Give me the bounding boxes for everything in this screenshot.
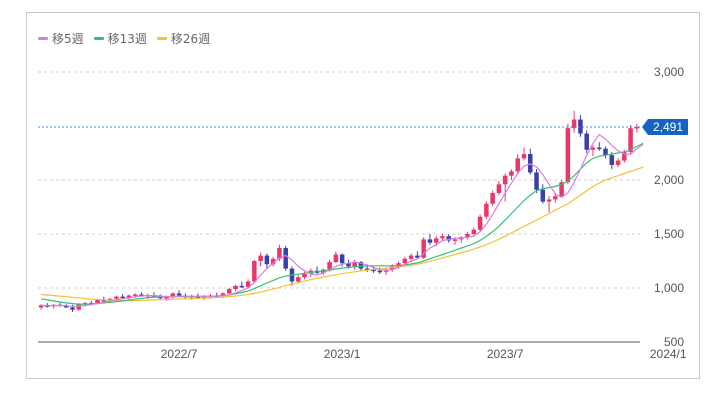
y-axis-labels: 3,000 2,000 1,500 1,000 500 [654,65,684,349]
current-price-label: 2,491 [653,120,683,134]
legend-item-ma26[interactable]: 移26週 [156,30,211,47]
legend-item-ma5[interactable]: 移5週 [38,30,84,47]
ma5-line [41,133,644,308]
moving-average-lines [40,133,644,308]
x-axis-labels: 2022/7 2023/1 2023/7 2024/1 [161,347,687,361]
ma26-line [41,166,644,302]
chart-frame [26,12,700,379]
ma26-swatch-icon [156,37,167,40]
legend-item-ma13[interactable]: 移13週 [93,30,147,47]
chart-legend: 移5週 移13週 移26週 [38,30,210,47]
y-tick-label: 2,000 [654,173,684,187]
x-tick-label: 2022/7 [161,347,198,361]
x-tick-label: 2023/1 [324,347,361,361]
y-tick-label: 3,000 [654,65,684,79]
ma13-line [40,142,644,305]
legend-label-ma13: 移13週 [107,32,147,46]
ma13-swatch-icon [93,37,104,40]
legend-label-ma5: 移5週 [52,32,84,46]
current-price-marker: 2,491 [38,118,688,135]
x-tick-label: 2023/7 [487,347,524,361]
y-tick-label: 1,000 [654,281,684,295]
candles [38,110,640,312]
y-tick-label: 500 [664,335,684,349]
grid-lines [38,71,640,343]
current-price-badge [642,118,688,135]
ma5-swatch-icon [38,37,48,40]
y-tick-label: 1,500 [654,227,684,241]
legend-label-ma26: 移26週 [170,32,211,46]
x-tick-label: 2024/1 [650,347,687,361]
